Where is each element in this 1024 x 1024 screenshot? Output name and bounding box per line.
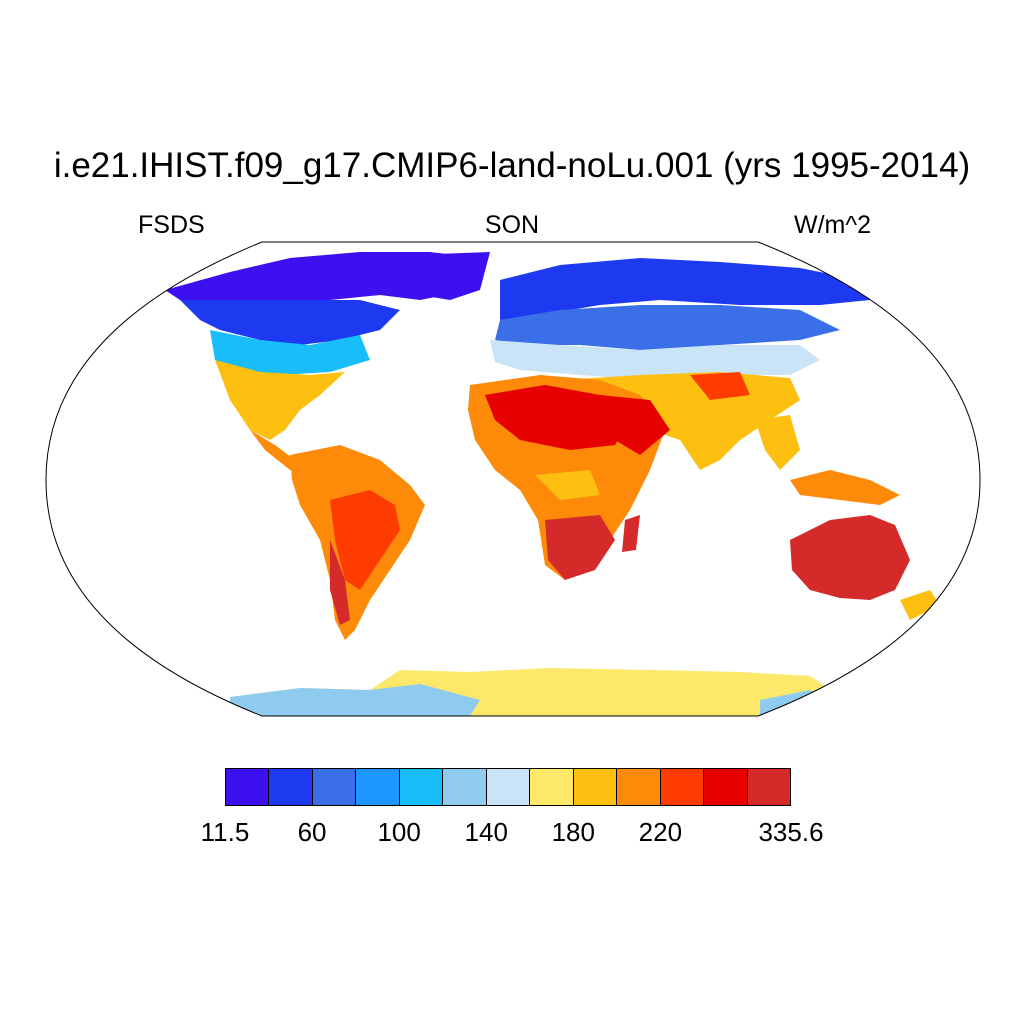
colorbar-box-9 [617, 769, 661, 805]
north-america-high [165, 252, 480, 300]
colorbar-box-0 [226, 769, 270, 805]
units-label: W/m^2 [794, 211, 872, 239]
season-label: SON [484, 211, 540, 239]
sahara [485, 385, 630, 450]
eurasia-high [500, 258, 870, 320]
north-america-south [215, 360, 345, 440]
colorbar [225, 768, 791, 806]
colorbar-box-8 [573, 769, 618, 805]
plot-title: i.e21.IHIST.f09_g17.CMIP6-land-noLu.001 … [53, 146, 971, 185]
colorbar-box-2 [312, 769, 357, 805]
colorbar-label: 100 [377, 817, 421, 847]
colorbar-label: 140 [464, 817, 508, 847]
colorbar-label: 60 [297, 817, 327, 847]
indonesia [790, 470, 900, 505]
antarctica-coast-west [230, 684, 480, 716]
north-america-lowmid [210, 330, 370, 375]
globe-outline [45, 241, 981, 717]
south-america-andes [330, 540, 350, 625]
colorbar-box-3 [356, 769, 400, 805]
variable-label: FSDS [138, 211, 205, 239]
tibet-core [690, 372, 750, 400]
colorbar-label: 180 [551, 817, 595, 847]
colorbar-box-1 [269, 769, 313, 805]
colorbar-box-12 [747, 769, 791, 805]
colorbar-box-4 [399, 769, 444, 805]
indochina [755, 415, 800, 470]
colorbar-box-10 [660, 769, 705, 805]
colorbar-label: 335.6 [758, 817, 824, 847]
colorbar-box-7 [530, 769, 574, 805]
colorbar-box-11 [704, 769, 748, 805]
colorbar-label: 11.5 [200, 817, 250, 847]
new-zealand [900, 590, 940, 620]
colorbar-label: 220 [638, 817, 683, 847]
madagascar [622, 515, 640, 552]
colorbar-box-6 [486, 769, 531, 805]
eurasia-mid [495, 305, 840, 350]
australia [790, 515, 910, 600]
colorbar-box-5 [443, 769, 487, 805]
south-america-core [330, 490, 400, 590]
eurasia-lowmid [490, 340, 820, 380]
greenland [410, 252, 490, 300]
north-america-mid [180, 300, 400, 345]
africa-equator [535, 470, 600, 500]
arabia [600, 395, 670, 455]
southern-africa [545, 515, 615, 580]
